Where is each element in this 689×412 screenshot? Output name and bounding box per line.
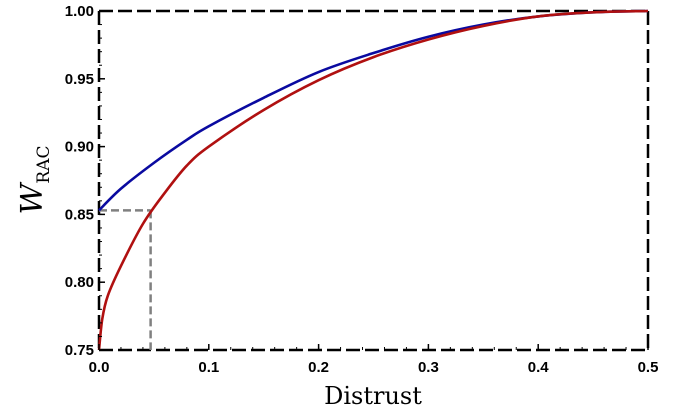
series-layer bbox=[97, 9, 649, 351]
y-axis-title-main: W bbox=[15, 181, 50, 214]
guide-lines bbox=[99, 209, 152, 350]
ticks bbox=[98, 10, 649, 351]
y-tick-label: 0.85 bbox=[65, 206, 94, 223]
y-axis-title: WRAC bbox=[15, 146, 54, 215]
series-line-2 bbox=[97, 9, 649, 351]
x-tick-label: 0.5 bbox=[638, 359, 659, 376]
y-tick-label: 0.75 bbox=[65, 342, 94, 359]
x-tick-labels: 0.0 0.1 0.2 0.3 0.4 0.5 bbox=[89, 359, 659, 376]
plot-frame bbox=[97, 9, 650, 352]
x-tick-label: 0.0 bbox=[89, 359, 110, 376]
y-tick-label: 0.90 bbox=[65, 139, 94, 156]
y-tick-labels: 0.75 0.80 0.85 0.90 0.95 1.00 bbox=[65, 3, 94, 359]
x-tick-label: 0.1 bbox=[198, 359, 219, 376]
y-tick-label: 0.80 bbox=[65, 274, 94, 291]
x-axis-title: Distrust bbox=[324, 382, 422, 410]
y-axis-title-sub: RAC bbox=[34, 146, 54, 184]
y-tick-label: 1.00 bbox=[65, 3, 94, 20]
x-tick-label: 0.4 bbox=[528, 359, 550, 376]
x-tick-label: 0.2 bbox=[308, 359, 329, 376]
y-tick-label: 0.95 bbox=[65, 71, 94, 88]
series-line-1 bbox=[98, 9, 649, 212]
x-tick-label: 0.3 bbox=[418, 359, 439, 376]
